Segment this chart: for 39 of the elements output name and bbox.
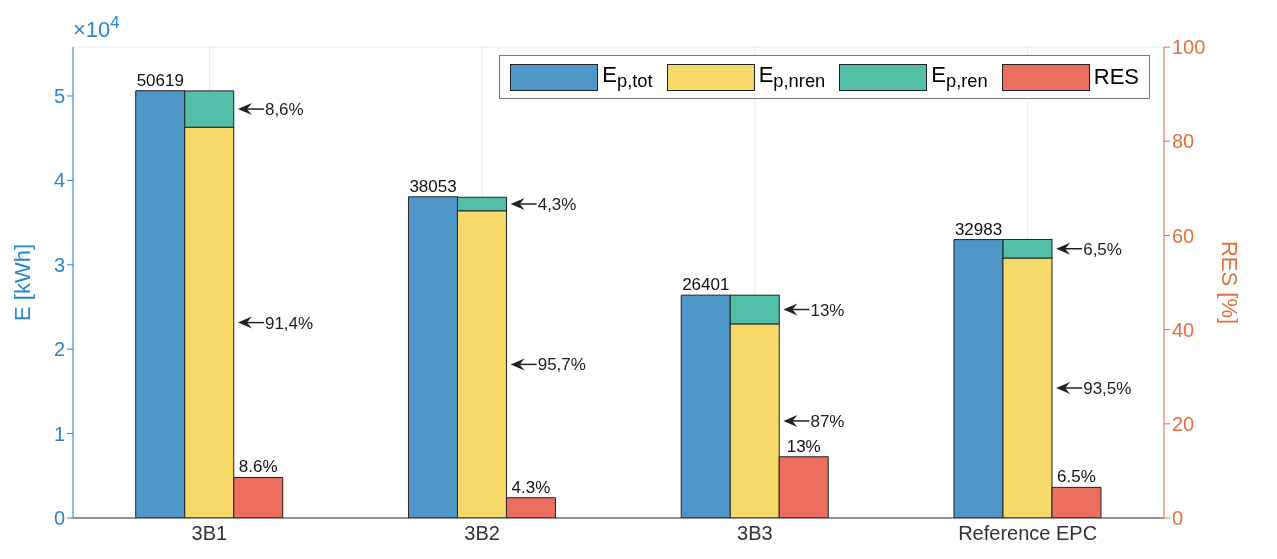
y-tick-label: 3 [53,253,65,276]
annotation: 26401 [682,275,730,295]
annotation: 4,3% [537,195,577,214]
annotation: 50619 [136,70,184,90]
annotation: 8,6% [264,100,304,120]
y-tick-label: 5 [53,85,65,108]
y2-tick-label: 40 [1172,318,1195,341]
annotation: 32983 [954,219,1003,239]
annotation: 91,4% [264,313,314,333]
y2-tick-label: 20 [1172,412,1195,435]
data-label: 6.5% [1057,467,1096,487]
data-label: 13% [786,436,821,456]
data-label: 8.6% [238,457,278,477]
legend-label: E$_{p,ren}$ [931,62,988,93]
y2-tick-label: 0 [1172,507,1184,530]
y2-tick-label: 60 [1172,224,1195,247]
legend-label: E$_{p,nren}$ [758,62,826,93]
annotation: 38053 [409,176,457,196]
text: ×10$^{4}$ [73,13,120,42]
y-tick-label: 2 [53,338,65,361]
annotation: 95,7% [537,355,586,375]
y2-tick-label: 100 [1172,36,1206,59]
y-tick-label: 4 [53,169,65,192]
y-tick-label: 0 [53,507,65,530]
x-tick-label: 3B3 [737,522,773,545]
y2-axis-title: RES [%] [1217,240,1243,325]
legend-label: RES [1093,64,1139,91]
data-label: 4.3% [511,477,551,497]
y-tick-label: 1 [53,422,65,445]
y2-tick-label: 80 [1172,130,1195,153]
annotation: 13% [810,300,845,320]
annotation: 6,5% [1083,239,1122,259]
annotation: 93,5% [1083,379,1132,399]
y-axis-title: E [kWh] [9,243,35,322]
annotation: 87% [810,411,845,431]
x-tick-label: 3B2 [464,522,500,545]
legend-label: E$_{p,tot}$ [602,62,653,93]
x-tick-label: 3B1 [191,522,228,545]
x-tick-label: Reference EPC [958,522,1098,545]
